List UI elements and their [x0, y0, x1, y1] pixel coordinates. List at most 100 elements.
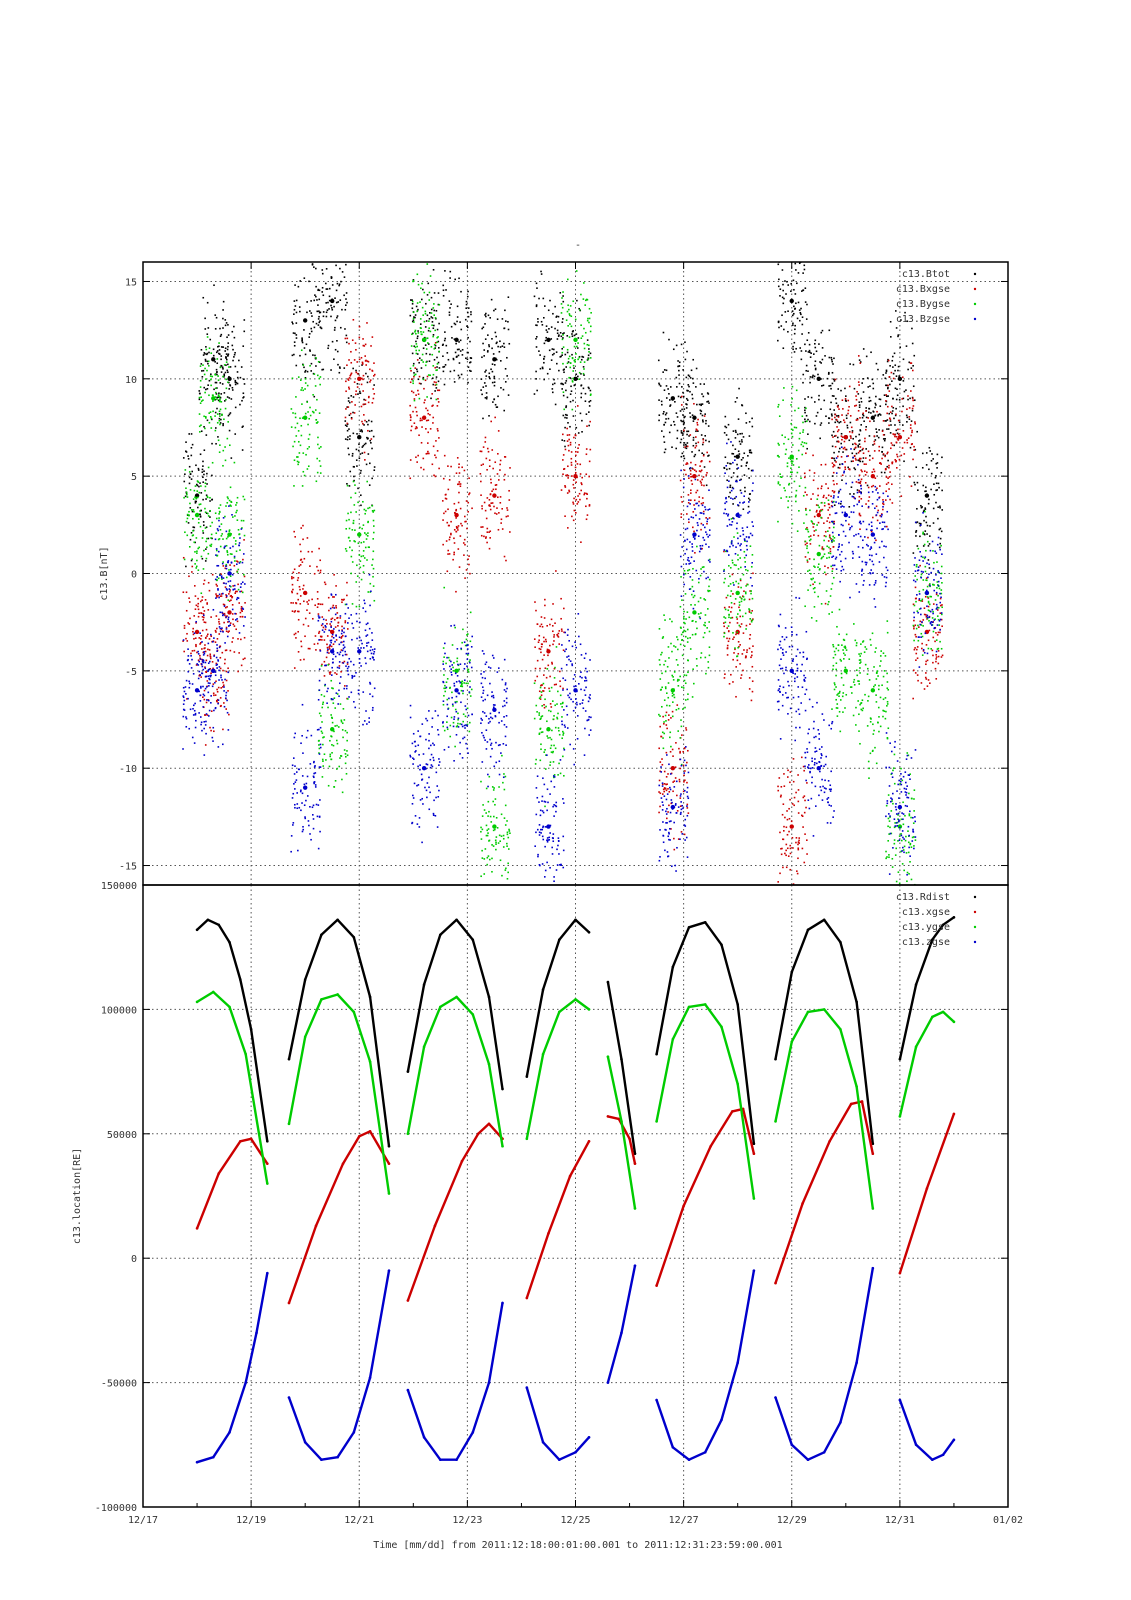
- scatter-dot: [689, 390, 691, 393]
- scatter-dot: [445, 344, 448, 347]
- scatter-dot: [502, 388, 505, 391]
- scatter-dot: [227, 421, 229, 423]
- scatter-dot: [833, 520, 836, 523]
- scatter-dot: [832, 479, 835, 482]
- scatter-dot: [363, 443, 366, 446]
- scatter-dot: [222, 449, 225, 452]
- scatter-dot: [898, 399, 901, 401]
- scatter-dot: [297, 618, 300, 621]
- scatter-dot: [502, 781, 504, 784]
- scatter-dot: [293, 568, 296, 571]
- scatter-dot: [847, 455, 849, 457]
- scatter-dot: [318, 712, 321, 715]
- scatter-dot: [222, 561, 224, 563]
- scatter-dot: [539, 648, 542, 651]
- scatter-dot: [658, 382, 660, 385]
- scatter-dot: [198, 637, 201, 639]
- scatter-dot: [486, 856, 489, 859]
- scatter-dot: [299, 444, 302, 447]
- scatter-dot: [844, 468, 847, 471]
- scatter-dot: [940, 656, 943, 658]
- scatter-dot: [503, 342, 505, 345]
- scatter-dot: [226, 553, 229, 556]
- scatter-dot: [554, 747, 557, 750]
- scatter-dot: [361, 364, 363, 366]
- scatter-dot: [851, 431, 854, 434]
- scatter-dot: [325, 315, 328, 318]
- scatter-dot: [562, 362, 564, 365]
- scatter-dot: [553, 634, 555, 636]
- scatter-dot: [225, 361, 228, 363]
- scatter-dot: [535, 282, 538, 285]
- scatter-dot: [417, 308, 419, 311]
- scatter-dot: [708, 440, 710, 443]
- scatter-dot: [927, 605, 930, 608]
- scatter-dot: [801, 441, 804, 443]
- scatter-dot: [794, 262, 797, 265]
- scatter-dot: [219, 595, 222, 597]
- scatter-dot: [438, 389, 441, 392]
- scatter-dot: [450, 716, 453, 719]
- scatter-dot: [232, 618, 234, 621]
- scatter-dot: [913, 625, 915, 628]
- scatter-dot: [412, 279, 415, 282]
- scatter-dot: [364, 355, 366, 357]
- scatter-dot: [569, 366, 572, 369]
- scatter-dot: [203, 352, 206, 354]
- scatter-dot: [684, 446, 686, 448]
- scatter-dot: [339, 703, 342, 705]
- scatter-dot: [438, 322, 440, 325]
- scatter-dot: [853, 454, 856, 457]
- scatter-dot: [427, 374, 430, 376]
- scatter-dot: [667, 417, 670, 420]
- scatter-dot: [417, 283, 420, 286]
- scatter-dot: [359, 566, 362, 569]
- scatter-dot: [663, 732, 666, 735]
- scatter-dot: [673, 693, 675, 696]
- scatter-dot: [485, 312, 487, 315]
- scatter-dot: [365, 420, 368, 423]
- scatter-dot: [557, 636, 560, 638]
- scatter-dot: [554, 704, 557, 707]
- scatter-dot: [857, 409, 860, 412]
- scatter-dot: [830, 413, 833, 415]
- scatter-dot: [887, 395, 889, 397]
- scatter-dot: [930, 488, 932, 491]
- scatter-dot: [674, 401, 676, 403]
- scatter-dot: [549, 675, 551, 678]
- scatter-dot: [318, 412, 321, 414]
- scatter-dot: [734, 448, 737, 451]
- scatter-dot: [205, 348, 208, 351]
- scatter-dot: [317, 569, 319, 572]
- scatter-dot: [300, 434, 303, 437]
- scatter-dot: [895, 467, 898, 469]
- scatter-dot: [434, 317, 437, 319]
- data-point: [194, 629, 200, 635]
- scatter-dot: [553, 715, 555, 717]
- scatter-dot: [569, 323, 571, 325]
- scatter-dot: [484, 509, 487, 512]
- scatter-dot: [841, 436, 844, 438]
- scatter-dot: [790, 298, 793, 301]
- scatter-dot: [729, 621, 731, 624]
- scatter-dot: [691, 620, 694, 622]
- scatter-dot: [925, 672, 927, 674]
- scatter-dot: [839, 463, 841, 466]
- scatter-dot: [491, 363, 494, 365]
- scatter-dot: [211, 573, 214, 576]
- scatter-dot: [588, 504, 591, 506]
- scatter-dot: [344, 416, 347, 419]
- scatter-dot: [501, 318, 504, 320]
- scatter-dot: [849, 363, 851, 365]
- scatter-dot: [563, 631, 565, 634]
- scatter-dot: [356, 575, 359, 577]
- scatter-dot: [299, 379, 302, 381]
- scatter-dot: [696, 489, 699, 492]
- scatter-dot: [369, 381, 371, 383]
- scatter-dot: [307, 423, 309, 426]
- scatter-dot: [299, 543, 301, 546]
- scatter-dot: [553, 677, 556, 679]
- scatter-dot: [578, 307, 580, 310]
- scatter-dot: [460, 683, 463, 686]
- scatter-dot: [422, 376, 425, 379]
